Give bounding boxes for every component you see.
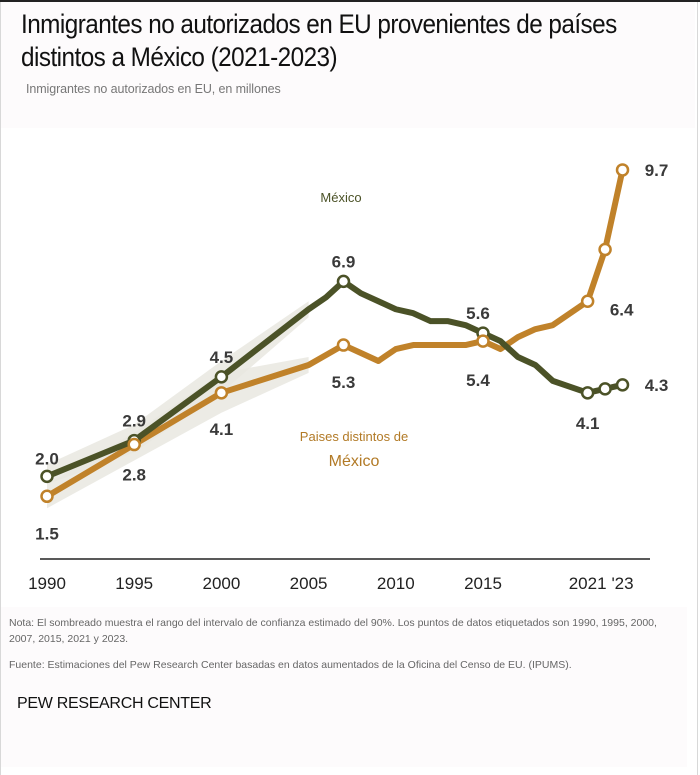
- data-label-mexico-1995: 2.9: [122, 412, 146, 431]
- confidence-bands: [47, 301, 309, 509]
- data-label-other-1990: 1.5: [35, 524, 59, 543]
- series-legend: México Paises distintos de México: [300, 190, 408, 470]
- ci-band-mexico: [47, 301, 309, 485]
- chart-title: Inmigrantes no autorizados en EU proveni…: [21, 9, 617, 72]
- data-label-mexico-2021: 4.1: [576, 414, 600, 433]
- chart-subtitle: Inmigrantes no autorizados en EU, en mil…: [26, 82, 281, 96]
- x-tick-label-2010: 2010: [377, 574, 415, 593]
- x-tick-label-1990: 1990: [28, 574, 66, 593]
- data-label-mexico-2007: 6.9: [332, 252, 356, 271]
- data-point-mexico-2022: [598, 382, 612, 396]
- data-label-other-2021: 6.4: [610, 300, 634, 319]
- data-label-mexico-2023: 4.3: [645, 376, 669, 395]
- legend-other-line2: México: [329, 453, 380, 470]
- data-point-other-2000: [214, 386, 229, 400]
- data-label-other-1995: 2.8: [122, 466, 146, 485]
- data-labels: 2.0 2.9 4.5 6.9 5.6 4.1 4.3 1.5 2.8 4.1 5.3 5.4 6.4 9…: [35, 161, 668, 543]
- data-label-other-2023: 9.7: [645, 161, 669, 180]
- data-point-other-2023: [615, 163, 630, 177]
- data-point-other-1995: [127, 437, 141, 452]
- data-point-mexico-2021: [580, 386, 595, 400]
- data-point-mexico-2000: [214, 370, 229, 384]
- x-tick-label-2015: 2015: [464, 574, 502, 593]
- x-tick-label-2005: 2005: [290, 574, 328, 593]
- series-line-mexico: [44, 278, 626, 480]
- source-note: Fuente: Estimaciones del Pew Research Ce…: [9, 659, 572, 671]
- data-label-mexico-2000: 4.5: [210, 348, 234, 367]
- series-lines: [44, 166, 626, 500]
- pew-logo-text: PEW RESEARCH CENTER: [17, 695, 212, 712]
- line-chart: 2.0 2.9 4.5 6.9 5.6 4.1 4.3 1.5 2.8 4.1 5.3 5.4 6.4 9…: [28, 161, 668, 593]
- data-label-other-2000: 4.1: [210, 420, 234, 439]
- x-axis-ticks: 1990 1995 2000 2005 2010 2015 2021'23: [28, 574, 634, 593]
- data-label-mexico-1990: 2.0: [35, 449, 59, 468]
- chart-footer: Nota: El sombreado muestra el rango del …: [1, 607, 687, 767]
- legend-mexico: México: [320, 190, 361, 205]
- x-tick-label-2021: 2021: [569, 574, 607, 593]
- ci-band-other: [47, 357, 309, 509]
- top-rule: [0, 0, 700, 2]
- series-line-other: [44, 166, 626, 500]
- data-label-mexico-2015: 5.6: [466, 304, 490, 323]
- footnote: Nota: El sombreado muestra el rango del …: [9, 617, 657, 645]
- data-label-other-2007: 5.3: [332, 373, 356, 392]
- x-tick-label-2023: '23: [611, 574, 633, 593]
- data-label-other-2015: 5.4: [466, 371, 490, 390]
- data-point-mexico-2007: [336, 274, 351, 289]
- data-point-other-2022: [598, 242, 612, 257]
- x-tick-label-2000: 2000: [202, 574, 240, 593]
- data-point-other-1990: [40, 489, 54, 504]
- data-point-mexico-2023: [615, 378, 630, 392]
- legend-other-line1: Paises distintos de: [300, 429, 408, 444]
- chart-header: Inmigrantes no autorizados en EU proveni…: [1, 2, 695, 128]
- data-point-other-2015: [476, 334, 490, 348]
- data-points: [40, 163, 630, 504]
- data-point-mexico-1990: [40, 469, 54, 484]
- data-point-other-2021: [580, 294, 595, 309]
- data-point-other-2007: [336, 338, 351, 352]
- x-tick-label-1995: 1995: [115, 574, 153, 593]
